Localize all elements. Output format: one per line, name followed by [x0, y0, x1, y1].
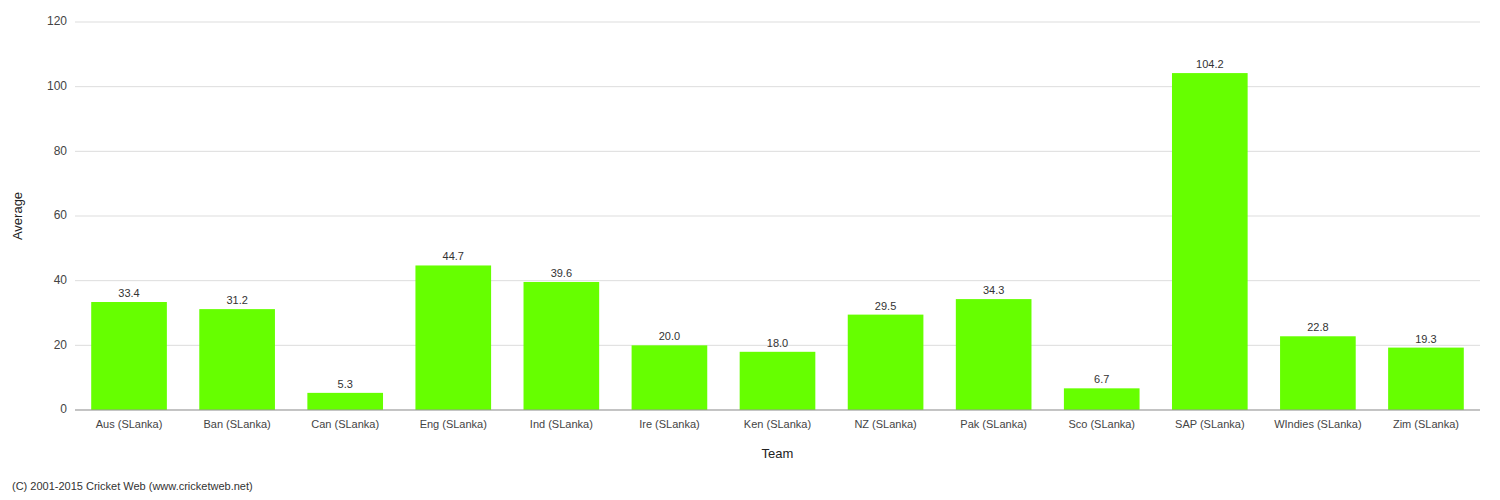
- data-label: 44.7: [443, 250, 464, 262]
- grid-line: [75, 86, 1480, 87]
- data-label: 5.3: [338, 378, 353, 390]
- data-label: 39.6: [551, 267, 572, 279]
- data-label: 22.8: [1307, 321, 1328, 333]
- y-tick-label: 80: [54, 144, 68, 158]
- x-tick-label: NZ (SLanka): [854, 418, 916, 430]
- bar: [1172, 73, 1248, 410]
- x-tick-label: Ire (SLanka): [639, 418, 700, 430]
- data-label: 104.2: [1196, 58, 1224, 70]
- footer-note: (C) 2001-2015 Cricket Web (www.cricketwe…: [12, 480, 253, 492]
- bar: [307, 393, 383, 410]
- data-label: 34.3: [983, 284, 1004, 296]
- bar: [199, 309, 275, 410]
- y-tick-label: 40: [54, 273, 68, 287]
- y-tick-label: 100: [47, 79, 67, 93]
- grid-line: [75, 22, 1480, 23]
- data-label: 20.0: [659, 330, 680, 342]
- x-tick-label: Ken (SLanka): [744, 418, 811, 430]
- bar: [1280, 336, 1356, 410]
- bar: [1064, 388, 1140, 410]
- data-label: 19.3: [1415, 333, 1436, 345]
- bar: [415, 265, 491, 410]
- y-tick-label: 0: [60, 402, 67, 416]
- data-label: 29.5: [875, 300, 896, 312]
- y-axis-label: Average: [10, 192, 25, 240]
- grid-line: [75, 280, 1480, 281]
- bar: [740, 352, 816, 410]
- grid-line: [75, 216, 1480, 217]
- x-tick-label: Sco (SLanka): [1068, 418, 1135, 430]
- x-tick-label: Ban (SLanka): [203, 418, 270, 430]
- bars: [91, 73, 1464, 410]
- x-tick-label: Pak (SLanka): [960, 418, 1027, 430]
- chart: 0 20 40 60 80 100 120 33.4 31.2 5.3 44.7 39.6 20.0 18…: [0, 0, 1500, 500]
- y-tick-label: 60: [54, 208, 68, 222]
- x-tick-label: Ind (SLanka): [530, 418, 593, 430]
- data-label: 33.4: [118, 287, 139, 299]
- x-tick-label: SAP (SLanka): [1175, 418, 1245, 430]
- bar: [632, 345, 708, 410]
- grid-line: [75, 410, 1480, 411]
- x-axis-label: Team: [762, 446, 794, 461]
- y-tick-label: 20: [54, 338, 68, 352]
- grid-line: [75, 151, 1480, 152]
- bar: [91, 302, 167, 410]
- data-label: 18.0: [767, 337, 788, 349]
- bar: [1388, 348, 1464, 410]
- data-label: 31.2: [226, 294, 247, 306]
- x-tick-label: Zim (SLanka): [1393, 418, 1459, 430]
- x-tick-label: Aus (SLanka): [96, 418, 163, 430]
- bar: [848, 315, 924, 410]
- bar: [524, 282, 600, 410]
- x-tick-label: Can (SLanka): [311, 418, 379, 430]
- x-axis-line: [75, 410, 1480, 411]
- y-tick-label: 120: [47, 14, 67, 28]
- data-label: 6.7: [1094, 373, 1109, 385]
- x-tick-label: WIndies (SLanka): [1274, 418, 1361, 430]
- x-tick-label: Eng (SLanka): [420, 418, 487, 430]
- bar: [956, 299, 1032, 410]
